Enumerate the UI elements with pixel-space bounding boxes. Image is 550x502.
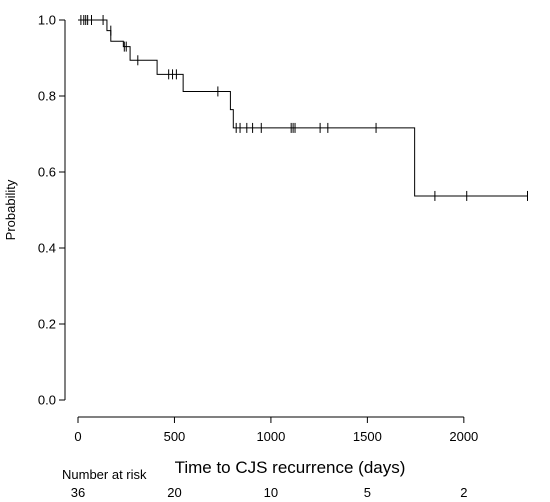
y-tick-label: 0.4 — [38, 241, 56, 256]
risk-count: 36 — [71, 485, 85, 500]
x-axis-title: Time to CJS recurrence (days) — [175, 458, 406, 477]
y-axis: 0.0 0.2 0.4 0.6 0.8 1.0 — [38, 13, 66, 408]
y-tick-label: 1.0 — [38, 13, 56, 28]
x-axis: 0 500 1000 1500 2000 — [74, 416, 478, 444]
x-tick-label: 500 — [164, 429, 186, 444]
y-tick-label: 0.8 — [38, 89, 56, 104]
y-tick-label: 0.2 — [38, 317, 56, 332]
x-tick-label: 1500 — [353, 429, 382, 444]
risk-count: 10 — [264, 485, 278, 500]
risk-table: 36 20 10 5 2 — [71, 485, 468, 500]
risk-table-title: Number at risk — [62, 467, 147, 482]
y-tick-label: 0.6 — [38, 165, 56, 180]
censor-marks — [80, 15, 528, 201]
x-tick-label: 1000 — [256, 429, 285, 444]
risk-count: 20 — [167, 485, 181, 500]
x-tick-label: 2000 — [449, 429, 478, 444]
risk-count: 5 — [364, 485, 371, 500]
survival-curve — [78, 19, 528, 197]
risk-count: 2 — [460, 485, 467, 500]
y-tick-label: 0.0 — [38, 393, 56, 408]
survival-step-line — [78, 19, 528, 197]
y-axis-title: Probability — [3, 179, 18, 240]
x-tick-label: 0 — [74, 429, 81, 444]
